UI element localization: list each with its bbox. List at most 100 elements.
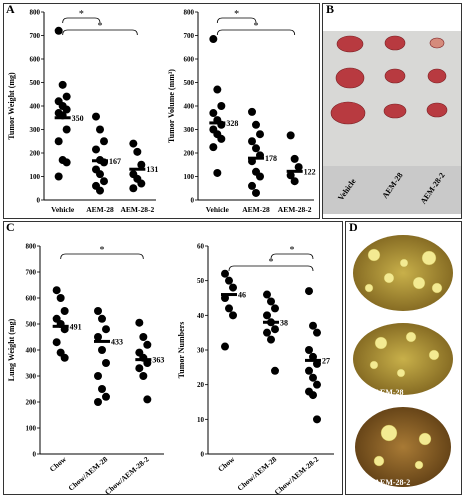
data-point <box>133 147 142 156</box>
panel-label-d: D <box>349 220 358 234</box>
y-axis-label: Tumor Volume (mm³) <box>167 69 176 143</box>
data-point <box>54 172 63 181</box>
significance-bracket <box>60 253 144 260</box>
significance-bracket <box>62 29 138 36</box>
y-tick-label: 600 <box>30 56 41 64</box>
data-point <box>62 92 71 101</box>
lung-chow <box>353 235 453 311</box>
x-category-label: Chow/AEM-28 <box>235 454 278 492</box>
data-point <box>209 35 218 44</box>
data-point <box>221 269 229 278</box>
data-point <box>62 158 71 167</box>
significance-star: * <box>269 257 274 268</box>
mean-label: 350 <box>72 114 84 123</box>
data-point <box>94 307 102 315</box>
y-tick-label: 600 <box>26 295 37 303</box>
data-point <box>271 366 279 375</box>
significance-bracket <box>62 17 101 24</box>
data-point <box>271 325 279 334</box>
y-tick-label: 10 <box>197 416 205 424</box>
y-tick-label: 60 <box>197 243 205 251</box>
y-tick-label: 200 <box>184 150 195 158</box>
data-point <box>100 177 108 186</box>
data-point <box>290 177 299 186</box>
data-point <box>98 314 106 323</box>
data-point <box>313 328 321 337</box>
y-tick-label: 200 <box>30 150 41 158</box>
x-category-label: Chow/AEM-28-2 <box>103 454 151 494</box>
lung-aem282 <box>355 407 451 487</box>
data-point <box>313 380 321 389</box>
significance-bracket <box>216 17 257 24</box>
data-point <box>129 139 138 148</box>
data-point <box>248 137 256 146</box>
data-point <box>98 385 106 393</box>
mean-bar <box>135 358 152 362</box>
y-tick-label: 100 <box>26 425 37 433</box>
y-axis-label: Lung Weight (mg) <box>7 318 16 381</box>
significance-star: * <box>79 9 84 20</box>
y-tick-label: 500 <box>184 79 195 87</box>
data-point <box>143 340 152 349</box>
data-point <box>62 125 71 134</box>
data-point <box>248 181 256 190</box>
y-tick-label: 20 <box>197 381 205 389</box>
mean-label: 363 <box>152 356 164 365</box>
x-category-label: AEM-28 <box>86 205 114 214</box>
data-point <box>286 171 295 180</box>
y-axis-label: Tumor Numbers <box>177 322 186 379</box>
data-point <box>256 172 264 181</box>
data-point <box>294 163 303 172</box>
data-point <box>92 112 100 121</box>
tumor-weight-chart: 0 100 200 300 400 500 600 700 800 Tumor Weight (m… <box>7 9 158 215</box>
tumor-volume-chart: 0 100 200 300 400 500 600 700 800 Tumor Volume (m… <box>167 9 316 215</box>
data-point <box>60 307 69 315</box>
y-tick-label: 700 <box>26 269 37 277</box>
data-point <box>56 294 65 302</box>
mean-bar <box>263 320 279 324</box>
tumor-vehicle-1 <box>336 35 364 53</box>
tumor-aem28-1 <box>384 35 406 51</box>
data-point <box>213 168 222 177</box>
lung-weight-chart: 0 100 200 300 400 500 600 700 800 Lung Weight (mg… <box>7 243 164 495</box>
significance-bracket <box>216 29 296 36</box>
data-point <box>305 287 313 296</box>
y-tick-label: 800 <box>26 243 37 251</box>
y-tick-label: 30 <box>197 347 205 355</box>
tumor-aem282-1 <box>429 37 445 49</box>
lung-photos: Chow Chow/AEM-28 Chow/AEM-28-2 <box>349 233 458 489</box>
mean-label: 27 <box>322 356 330 365</box>
data-point <box>213 85 222 94</box>
data-point <box>98 346 106 354</box>
y-tick-label: 300 <box>184 126 195 134</box>
mean-bar <box>209 121 226 125</box>
mean-label: 491 <box>70 322 82 331</box>
mean-label: 167 <box>109 157 121 166</box>
mean-bar <box>94 339 110 343</box>
significance-star: * <box>100 245 105 256</box>
mean-label: 433 <box>111 337 123 346</box>
y-tick-label: 0 <box>201 451 205 459</box>
data-point <box>102 392 110 401</box>
data-point <box>92 145 100 154</box>
data-point <box>94 398 102 406</box>
x-category-label: Vehicle <box>206 205 230 214</box>
y-tick-label: 300 <box>30 126 41 134</box>
data-point <box>252 120 260 129</box>
mean-label: 38 <box>280 318 288 327</box>
data-point <box>305 346 313 354</box>
panel-c-frame <box>3 221 343 495</box>
tumor-aem28-3 <box>383 103 407 119</box>
data-point <box>62 105 71 114</box>
y-tick-label: 200 <box>26 399 37 407</box>
x-category-label: Chow <box>48 454 69 473</box>
data-point <box>139 372 148 380</box>
x-category-label: Chow/AEM-28 <box>66 454 109 492</box>
y-tick-label: 0 <box>191 197 195 205</box>
data-point <box>94 333 102 341</box>
significance-star: * <box>234 9 239 20</box>
tumor-aem28-2 <box>384 68 406 84</box>
mean-label: 131 <box>146 165 158 174</box>
